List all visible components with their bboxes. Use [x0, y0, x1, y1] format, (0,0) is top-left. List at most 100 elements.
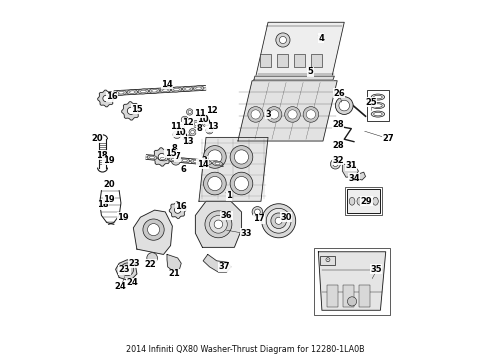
Ellipse shape — [182, 159, 187, 162]
Text: ⊙: ⊙ — [325, 257, 331, 264]
Text: 8: 8 — [171, 144, 177, 153]
Polygon shape — [122, 102, 140, 120]
Circle shape — [279, 36, 287, 44]
Text: 36: 36 — [221, 211, 232, 220]
Circle shape — [174, 207, 181, 213]
Circle shape — [203, 145, 226, 168]
Circle shape — [333, 162, 338, 167]
Ellipse shape — [185, 87, 191, 90]
Circle shape — [275, 217, 282, 224]
Circle shape — [252, 207, 263, 217]
Circle shape — [276, 33, 290, 47]
Text: 11: 11 — [170, 122, 182, 131]
Text: 23: 23 — [119, 265, 130, 274]
Ellipse shape — [191, 159, 200, 164]
Ellipse shape — [160, 88, 171, 93]
Text: 16: 16 — [106, 92, 118, 101]
Circle shape — [214, 220, 222, 229]
Circle shape — [188, 111, 191, 113]
Ellipse shape — [119, 91, 124, 94]
Text: 14: 14 — [161, 80, 173, 89]
Circle shape — [179, 126, 183, 130]
Circle shape — [208, 150, 222, 164]
Ellipse shape — [193, 160, 198, 163]
Ellipse shape — [349, 197, 355, 205]
Ellipse shape — [149, 156, 154, 159]
Circle shape — [187, 109, 193, 115]
Text: 15: 15 — [165, 149, 176, 158]
Text: 10: 10 — [173, 128, 185, 137]
Text: 22: 22 — [145, 260, 156, 269]
Bar — [277, 54, 288, 67]
Circle shape — [339, 100, 349, 111]
Text: 37: 37 — [219, 262, 230, 271]
Polygon shape — [152, 148, 171, 166]
Circle shape — [189, 129, 196, 136]
Ellipse shape — [213, 161, 222, 166]
Ellipse shape — [204, 161, 209, 164]
Text: 1: 1 — [226, 192, 232, 201]
Ellipse shape — [127, 90, 138, 95]
Circle shape — [184, 135, 193, 144]
Polygon shape — [254, 76, 334, 80]
Ellipse shape — [374, 112, 382, 116]
Text: 10: 10 — [197, 114, 209, 123]
Text: 2: 2 — [201, 156, 207, 165]
Text: 2014 Infiniti QX80 Washer-Thrust Diagram for 12280-1LA0B: 2014 Infiniti QX80 Washer-Thrust Diagram… — [126, 345, 364, 354]
Bar — [294, 54, 305, 67]
Circle shape — [306, 110, 316, 119]
Ellipse shape — [172, 158, 176, 161]
Circle shape — [181, 116, 188, 123]
Circle shape — [175, 133, 179, 136]
Text: 29: 29 — [361, 197, 372, 206]
Bar — [347, 189, 380, 213]
Text: 24: 24 — [127, 278, 139, 287]
Text: 8: 8 — [196, 124, 202, 133]
Text: 15: 15 — [131, 105, 143, 114]
Circle shape — [271, 213, 287, 229]
Ellipse shape — [196, 87, 201, 90]
Ellipse shape — [182, 86, 193, 91]
Text: 16: 16 — [175, 202, 187, 211]
Circle shape — [303, 107, 318, 122]
Circle shape — [270, 110, 279, 119]
Text: 27: 27 — [383, 134, 394, 143]
Ellipse shape — [129, 91, 135, 93]
Ellipse shape — [151, 90, 157, 92]
Circle shape — [147, 224, 160, 236]
Circle shape — [193, 121, 199, 127]
Text: 12: 12 — [206, 106, 218, 115]
Bar — [314, 248, 390, 315]
Ellipse shape — [372, 197, 378, 205]
Ellipse shape — [138, 89, 148, 94]
Text: 28: 28 — [332, 120, 343, 129]
Text: 18: 18 — [96, 151, 107, 160]
Polygon shape — [167, 255, 181, 271]
Circle shape — [335, 97, 353, 114]
Ellipse shape — [374, 104, 382, 107]
Text: 24: 24 — [114, 282, 126, 291]
Text: 13: 13 — [207, 122, 218, 131]
Polygon shape — [351, 172, 366, 180]
Polygon shape — [343, 164, 358, 177]
Circle shape — [230, 172, 253, 195]
Text: 13: 13 — [182, 136, 194, 145]
Polygon shape — [98, 90, 115, 107]
Ellipse shape — [173, 88, 179, 91]
Bar — [345, 187, 382, 215]
Ellipse shape — [371, 111, 385, 117]
Bar — [320, 256, 335, 265]
Circle shape — [266, 208, 291, 233]
Circle shape — [248, 107, 264, 122]
Circle shape — [158, 153, 165, 161]
Bar — [311, 54, 322, 67]
Ellipse shape — [147, 155, 157, 160]
Ellipse shape — [180, 158, 190, 163]
Circle shape — [208, 129, 211, 132]
Bar — [367, 90, 389, 121]
Circle shape — [127, 107, 134, 114]
Ellipse shape — [160, 157, 166, 160]
Ellipse shape — [371, 103, 385, 109]
Circle shape — [206, 127, 213, 134]
Text: 12: 12 — [182, 118, 194, 127]
